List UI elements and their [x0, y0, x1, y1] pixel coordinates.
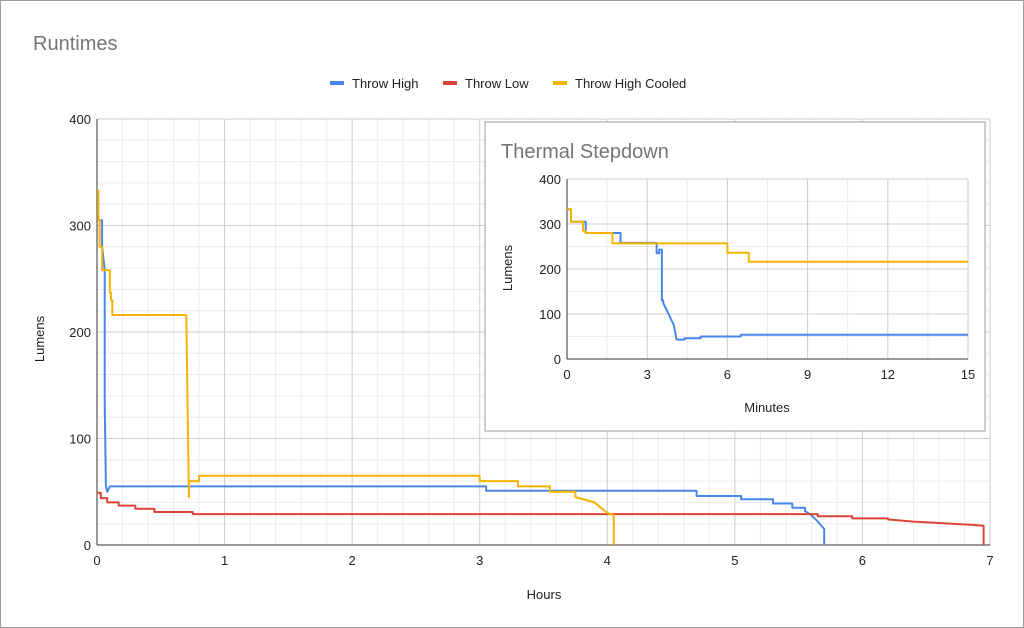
main-y-tick-label: 100	[69, 432, 91, 447]
inset-y-tick-label: 200	[539, 262, 561, 277]
inset-y-tick-label: 400	[539, 172, 561, 187]
main-series-throw-low	[97, 491, 985, 545]
inset-series	[567, 208, 968, 341]
inset-x-tick-label: 0	[563, 367, 570, 382]
main-x-tick-label: 7	[986, 553, 993, 568]
main-x-axis-label: Hours	[527, 587, 562, 602]
legend-swatch-throw-high-cooled	[553, 81, 567, 85]
main-y-axis-label: Lumens	[32, 315, 47, 362]
inset-x-tick-label: 9	[804, 367, 811, 382]
legend-label-throw-low: Throw Low	[465, 76, 529, 91]
inset-chart: Thermal Stepdown 0 3 6 9 12 15 0 100 200 300 400 M…	[484, 121, 986, 432]
inset-y-axis-label: Lumens	[500, 244, 515, 291]
inset-y-tick-label: 100	[539, 307, 561, 322]
inset-x-tick-label: 15	[961, 367, 975, 382]
inset-y-tick-label: 0	[554, 352, 561, 367]
inset-ticks: 0 3 6 9 12 15 0 100 200 300 400	[539, 172, 975, 382]
main-y-tick-label: 200	[69, 325, 91, 340]
inset-series-series-2	[567, 208, 968, 263]
legend-swatch-throw-high	[330, 81, 344, 85]
legend-label-throw-high: Throw High	[352, 76, 418, 91]
main-x-tick-label: 6	[859, 553, 866, 568]
main-x-tick-label: 5	[731, 553, 738, 568]
main-x-tick-label: 4	[604, 553, 611, 568]
main-x-tick-label: 2	[349, 553, 356, 568]
main-series-throw-high-cooled	[97, 189, 615, 545]
main-title: Runtimes	[33, 33, 117, 55]
main-x-tick-label: 0	[93, 553, 100, 568]
legend: Throw High Throw Low Throw High Cooled	[330, 76, 686, 91]
legend-swatch-throw-low	[443, 81, 457, 85]
inset-x-tick-label: 6	[724, 367, 731, 382]
main-x-tick-label: 3	[476, 553, 483, 568]
main-y-tick-label: 400	[69, 112, 91, 127]
inset-x-tick-label: 12	[881, 367, 895, 382]
inset-grid	[566, 178, 969, 360]
legend-label-throw-high-cooled: Throw High Cooled	[575, 76, 686, 91]
inset-x-axis-label: Minutes	[744, 400, 790, 415]
inset-x-tick-label: 3	[644, 367, 651, 382]
main-y-tick-label: 0	[84, 538, 91, 553]
inset-title: Thermal Stepdown	[501, 141, 669, 163]
inset-y-tick-label: 300	[539, 217, 561, 232]
main-series	[97, 189, 985, 545]
main-y-tick-label: 300	[69, 219, 91, 234]
main-x-tick-label: 1	[221, 553, 228, 568]
inset-frame	[484, 121, 986, 432]
